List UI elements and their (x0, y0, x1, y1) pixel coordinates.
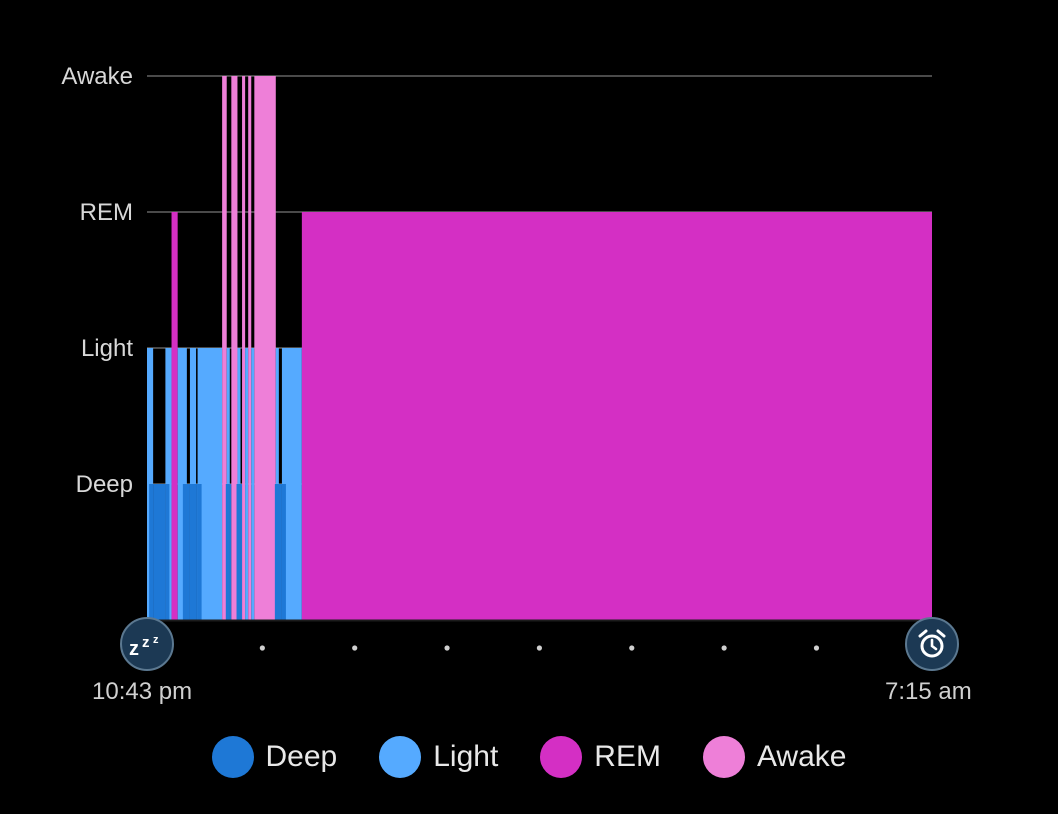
svg-text:z: z (153, 634, 159, 646)
time-tick-dots (259, 645, 820, 651)
stage-block-deep (229, 484, 232, 620)
deep-transition-edge (189, 484, 194, 620)
legend-item-deep: Deep (211, 736, 338, 778)
deep-transition-edge (192, 484, 197, 620)
stage-block-deep (186, 484, 190, 620)
legend-swatch-deep (211, 736, 254, 778)
time-tick-dot (444, 645, 450, 651)
deep-transition-edge (281, 484, 286, 620)
legend-item-awake: Awake (702, 736, 847, 778)
legend-label-light: Light (433, 740, 499, 773)
stage-block-awake (248, 76, 252, 620)
deep-transition-edge (236, 484, 241, 620)
sleep-zzz-icon: z z z (129, 634, 159, 659)
time-tick-dot (629, 645, 635, 651)
legend-swatch-awake (702, 736, 745, 778)
stage-block-deep (196, 484, 198, 620)
stage-block-rem (301, 212, 932, 620)
deep-transition-edge (149, 484, 154, 620)
legend-swatch-rem (540, 736, 583, 778)
legend-item-rem: REM (540, 736, 661, 778)
y-label-deep: Deep (76, 471, 133, 498)
legend-item-light: Light (379, 736, 498, 778)
stage-block-awake (254, 76, 276, 620)
stage-block-awake (222, 76, 227, 620)
wake-end-icon (905, 617, 959, 671)
stage-block-light (245, 348, 249, 620)
stage-block-light (281, 348, 302, 620)
deep-transition-edge (225, 484, 230, 620)
start-time-label: 10:43 pm (92, 678, 193, 705)
legend-label-awake: Awake (756, 740, 847, 773)
legend-label-rem: REM (594, 740, 661, 773)
deep-transition-edge (182, 484, 187, 620)
stage-block-deep (240, 484, 243, 620)
stage-block-light (251, 348, 255, 620)
deep-transition-edge (274, 484, 279, 620)
stage-block-awake (231, 76, 238, 620)
chart-legend: Deep Light REM Awake (0, 736, 1058, 778)
y-label-rem: REM (80, 199, 133, 226)
y-axis-labels: Awake REM Light Deep (61, 63, 133, 498)
deep-transition-edge (165, 484, 170, 620)
sleep-stages-chart: Awake REM Light Deep (61, 63, 932, 651)
svg-text:z: z (142, 634, 150, 651)
sleep-start-icon: z z z (120, 617, 174, 671)
legend-swatch-light (379, 736, 422, 778)
y-label-light: Light (81, 335, 133, 362)
alarm-clock-icon (918, 629, 946, 658)
svg-text:z: z (129, 638, 139, 659)
stage-block-light (197, 348, 223, 620)
y-label-awake: Awake (61, 63, 133, 90)
stage-blocks (147, 76, 932, 620)
stage-block-rem (171, 212, 178, 620)
time-tick-dot (259, 645, 265, 651)
stage-block-deep (278, 484, 282, 620)
time-tick-dot (536, 645, 543, 651)
time-tick-dot (721, 645, 727, 651)
time-tick-dot (352, 645, 358, 651)
stage-block-deep (153, 484, 166, 620)
legend-label-deep: Deep (265, 740, 338, 773)
stage-block-light (177, 348, 187, 620)
time-tick-dot (813, 645, 820, 651)
end-time-label: 7:15 am (885, 678, 972, 705)
stage-block-awake (242, 76, 246, 620)
deep-transition-edge (197, 484, 202, 620)
